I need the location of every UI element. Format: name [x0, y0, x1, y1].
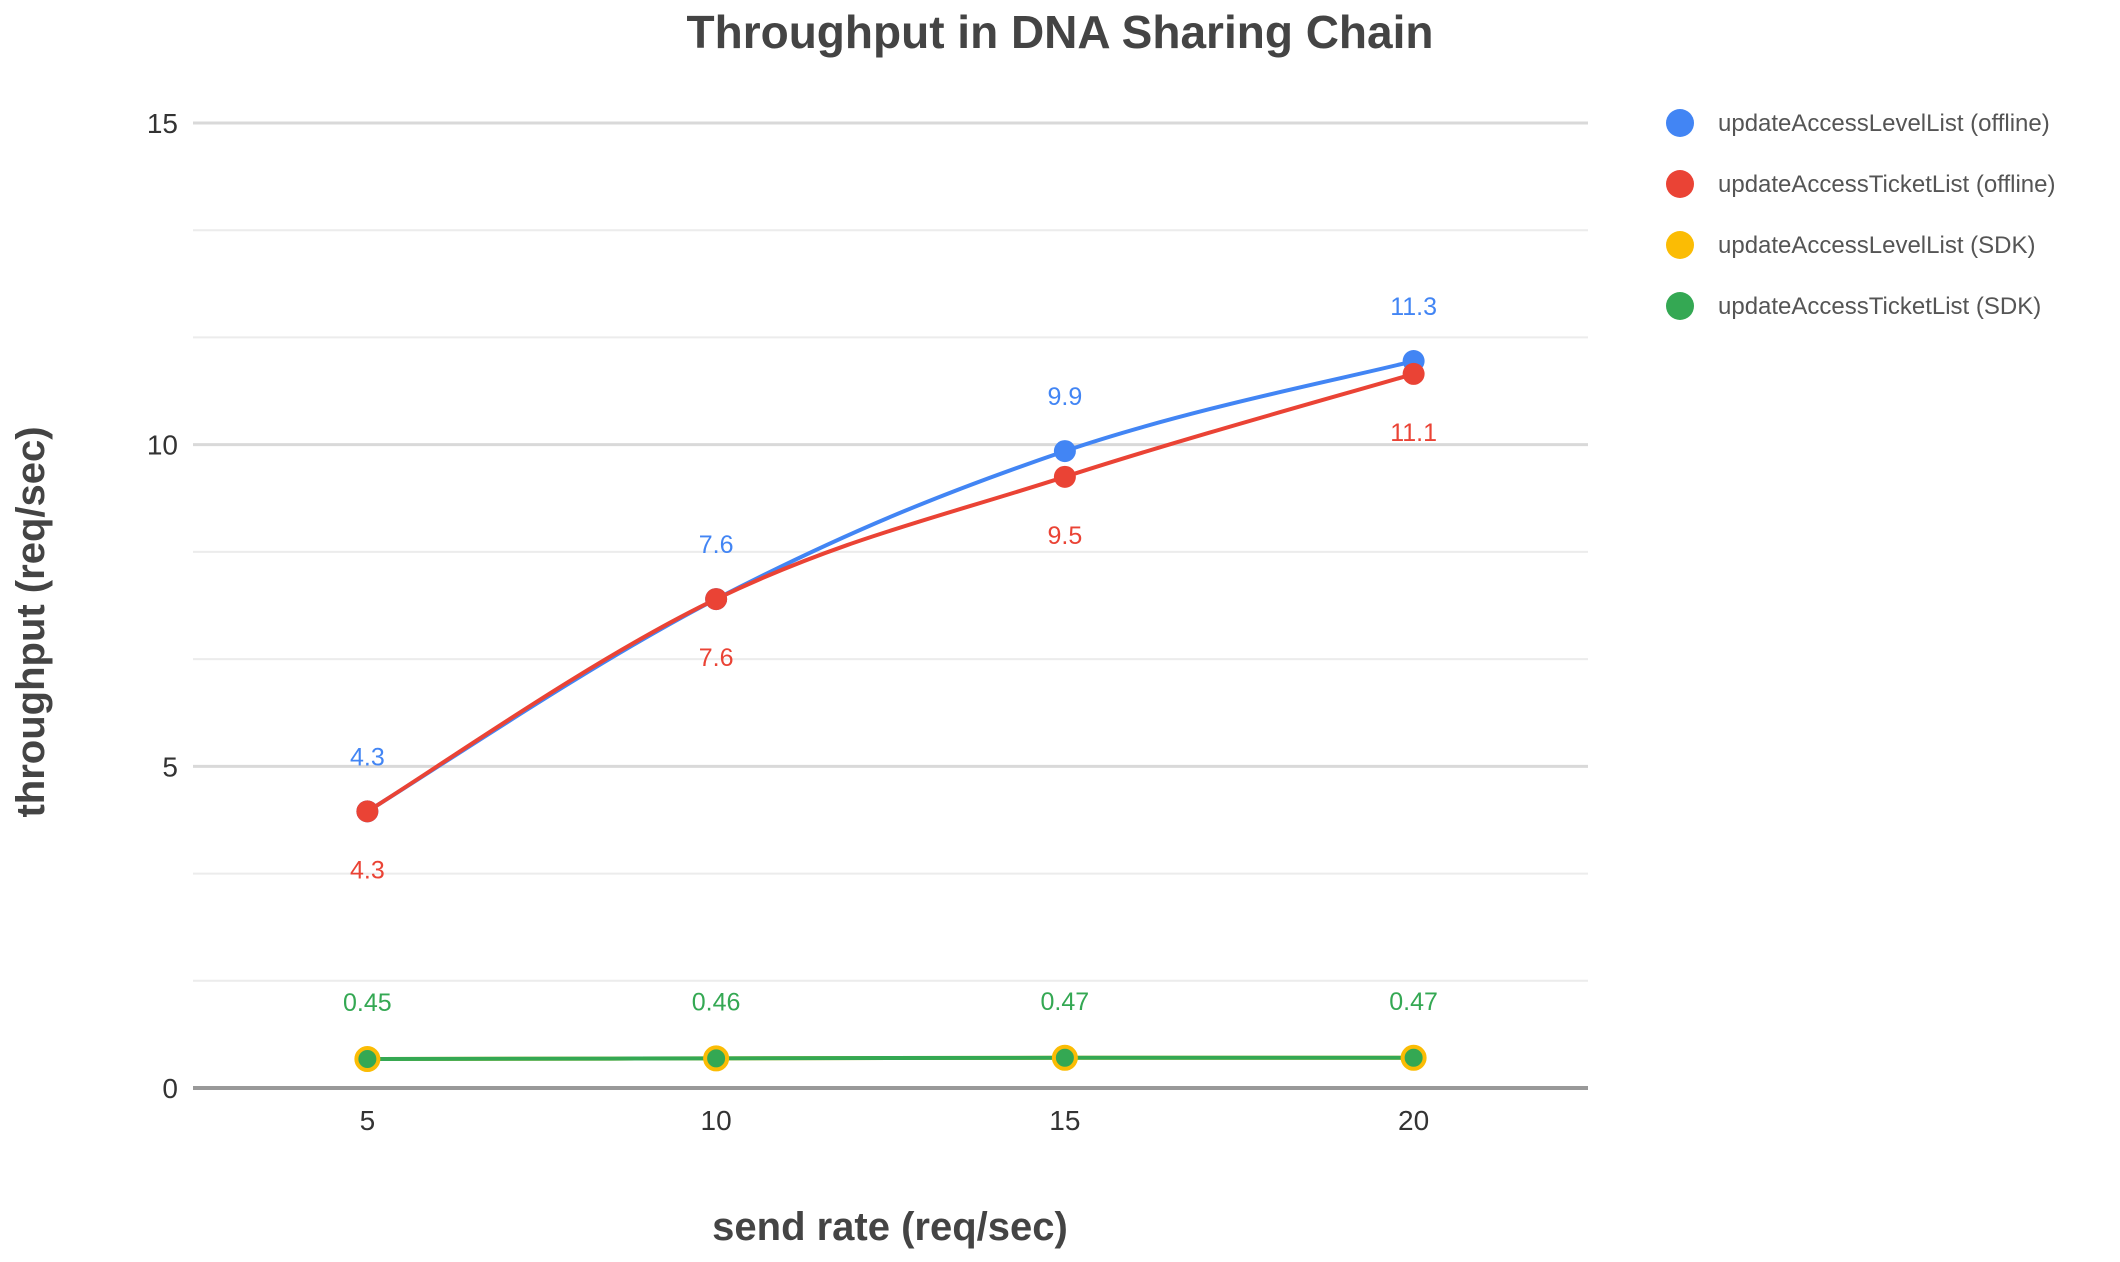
x-axis-title: send rate (req/sec)	[712, 1205, 1068, 1249]
legend-label: updateAccessTicketList (offline)	[1718, 171, 2056, 198]
legend-marker	[1666, 231, 1694, 259]
legend-label: updateAccessTicketList (SDK)	[1718, 293, 2041, 320]
data-point	[1400, 1044, 1427, 1071]
y-tick-label: 0	[162, 1073, 178, 1104]
data-point	[354, 1046, 381, 1073]
data-label: 0.45	[343, 989, 392, 1017]
legend-label: updateAccessLevelList (SDK)	[1718, 232, 2035, 259]
legend-marker	[1666, 170, 1694, 198]
data-label: 11.1	[1390, 419, 1437, 447]
y-axis-title: throughput (req/sec)	[9, 426, 53, 817]
data-point	[703, 1045, 730, 1072]
y-tick-label: 15	[147, 108, 178, 139]
data-label: 7.6	[699, 531, 734, 559]
legend-marker	[1666, 109, 1694, 137]
series-line-3	[367, 1055, 1414, 1062]
x-tick-label: 10	[701, 1105, 732, 1136]
series-layer	[354, 350, 1427, 1073]
gridlines	[193, 121, 1588, 982]
data-point	[1053, 440, 1076, 463]
data-point	[1053, 465, 1076, 488]
data-labels: 4.3 7.6 9.9 11.3 4.3 7.6 9.5 11.1 0.45 0.46 0.47 0.…	[343, 293, 1438, 1017]
data-label: 9.5	[1047, 522, 1082, 550]
x-tick-label: 15	[1049, 1105, 1080, 1136]
data-point	[705, 588, 728, 611]
data-point	[1051, 1044, 1078, 1071]
y-tick-label: 10	[147, 430, 178, 461]
data-label: 9.9	[1047, 383, 1082, 411]
data-label: 0.47	[1389, 988, 1438, 1016]
data-label: 11.3	[1390, 293, 1437, 321]
legend-marker	[1666, 292, 1694, 320]
chart-title: Throughput in DNA Sharing Chain	[687, 6, 1434, 58]
data-label: 4.3	[350, 856, 385, 884]
data-point	[1402, 362, 1425, 385]
data-label: 0.46	[692, 988, 741, 1016]
data-label: 4.3	[350, 743, 385, 771]
series-line-0	[366, 359, 1415, 814]
legend: updateAccessLevelList (offline) updateAcc…	[1666, 109, 2056, 320]
x-tick-label: 20	[1398, 1105, 1429, 1136]
series-line-1	[366, 371, 1415, 814]
tick-labels: 0 5 10 15 5 10 15 20	[147, 108, 1429, 1136]
y-tick-label: 5	[162, 751, 178, 782]
legend-label: updateAccessLevelList (offline)	[1718, 110, 2050, 137]
data-point	[356, 800, 379, 823]
x-tick-label: 5	[360, 1105, 376, 1136]
data-label: 7.6	[699, 644, 734, 672]
data-label: 0.47	[1041, 988, 1090, 1016]
